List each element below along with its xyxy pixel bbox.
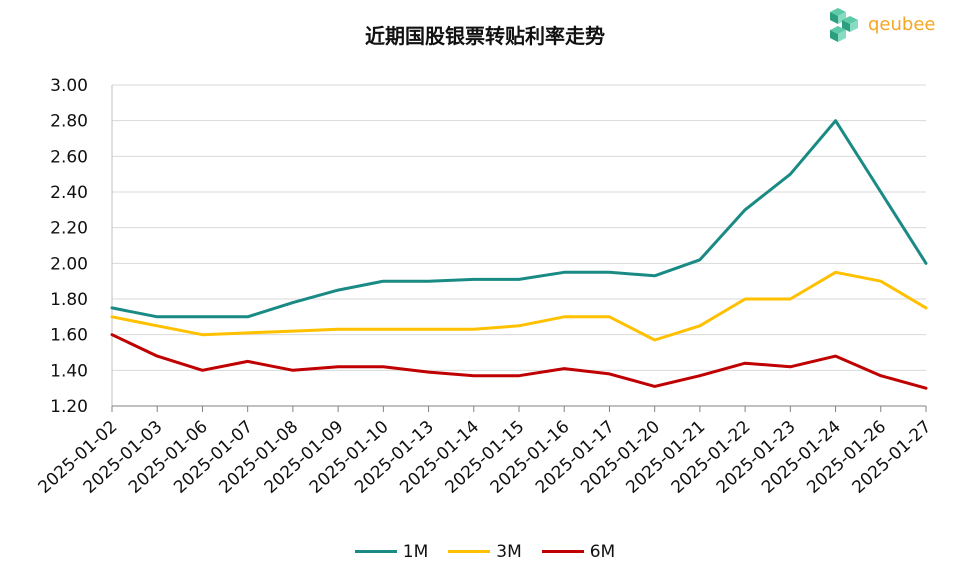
y-tick-label: 1.40 bbox=[50, 361, 88, 381]
y-tick-label: 2.40 bbox=[50, 183, 88, 203]
series-lines bbox=[110, 119, 928, 390]
legend-swatch bbox=[541, 550, 584, 553]
y-tick-label: 1.20 bbox=[50, 397, 88, 417]
legend-item-3M: 3M bbox=[448, 541, 522, 562]
legend-label: 3M bbox=[496, 541, 522, 562]
legend-swatch bbox=[354, 550, 397, 553]
legend-swatch bbox=[448, 550, 491, 553]
logo-text: qeubee bbox=[868, 14, 936, 35]
y-tick-label: 2.00 bbox=[50, 254, 88, 274]
axes bbox=[111, 85, 927, 412]
x-tick-labels: 2025-01-022025-01-032025-01-062025-01-07… bbox=[35, 417, 936, 498]
y-tick-label: 3.00 bbox=[50, 76, 88, 96]
grid bbox=[112, 84, 926, 371]
series-line-3M bbox=[110, 270, 928, 342]
cube-cluster-icon bbox=[830, 8, 858, 42]
y-tick-labels: 1.20 1.40 1.60 1.80 2.00 2.20 2.40 2.60 2.80 3.00 bbox=[50, 76, 88, 417]
y-tick-label: 2.20 bbox=[50, 219, 88, 239]
y-tick-label: 1.80 bbox=[50, 290, 88, 310]
chart-title: 近期国股银票转贴利率走势 bbox=[365, 24, 605, 48]
series-line-1M bbox=[110, 119, 928, 319]
legend-label: 6M bbox=[589, 541, 616, 562]
series-line-6M bbox=[110, 333, 928, 390]
legend: 1M 3M 6M bbox=[0, 538, 970, 562]
y-tick-label: 2.80 bbox=[50, 112, 88, 132]
legend-label: 1M bbox=[402, 541, 429, 562]
y-tick-label: 2.60 bbox=[50, 147, 88, 167]
y-tick-label: 1.60 bbox=[50, 326, 88, 346]
legend-item-1M: 1M bbox=[354, 541, 429, 562]
logo: qeubee bbox=[828, 6, 958, 46]
legend-item-6M: 6M bbox=[541, 541, 616, 562]
